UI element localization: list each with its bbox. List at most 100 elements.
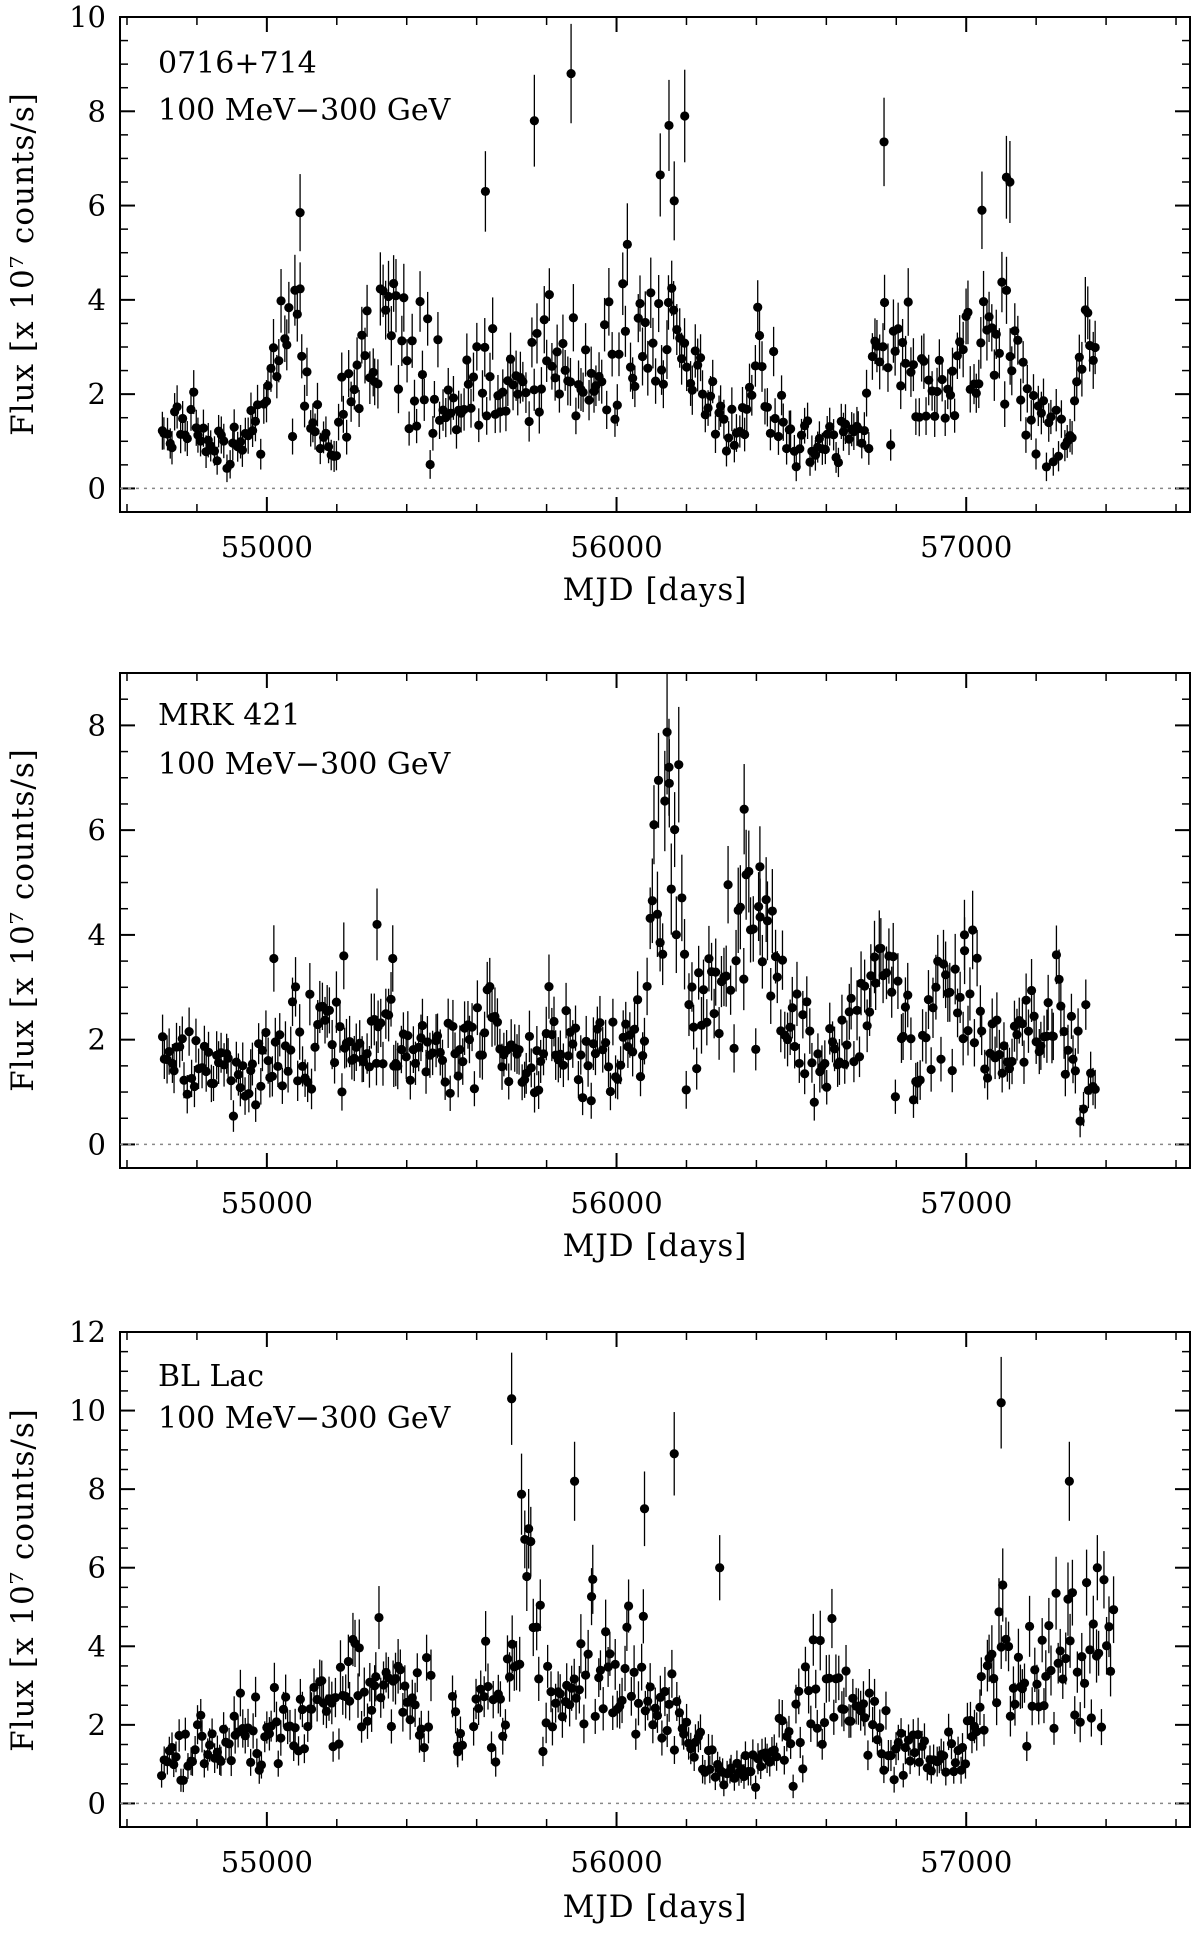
data-point: [901, 358, 911, 368]
data-point: [1007, 1056, 1017, 1067]
data-point: [508, 380, 518, 390]
x-tick-label: 55000: [221, 530, 313, 564]
data-point: [407, 336, 417, 346]
data-point: [1064, 1476, 1074, 1486]
data-point: [426, 1670, 436, 1680]
data-point: [724, 433, 734, 443]
data-point: [421, 1653, 432, 1663]
data-point: [555, 1689, 565, 1699]
data-point: [486, 1743, 497, 1753]
data-point: [785, 1022, 795, 1032]
data-point: [833, 457, 844, 468]
data-point: [1032, 1679, 1042, 1689]
data-point: [480, 186, 491, 197]
data-point: [786, 424, 796, 434]
data-point: [739, 804, 749, 814]
data-point: [529, 116, 539, 126]
data-point: [317, 1676, 327, 1686]
data-point: [1066, 1011, 1077, 1021]
x-tick-label: 55000: [221, 1186, 313, 1220]
data-point: [297, 1704, 307, 1715]
data-point: [969, 1038, 980, 1048]
y-tick-label: 6: [88, 189, 106, 223]
panel-mrk421: MRK 421 100 MeV−300 GeV MJD [days] Flux …: [5, 672, 1191, 1264]
data-point: [233, 1069, 243, 1080]
data-point: [576, 1639, 586, 1649]
data-point: [919, 356, 929, 366]
data-point: [647, 896, 657, 906]
data-point: [947, 1065, 957, 1076]
data-point: [504, 1076, 514, 1087]
data-point: [364, 1062, 375, 1072]
data-point: [356, 1722, 367, 1732]
data-point: [824, 1673, 834, 1683]
data-point: [658, 379, 668, 389]
data-point: [518, 377, 528, 387]
data-point: [681, 1717, 692, 1727]
data-point: [702, 1017, 712, 1027]
data-point: [815, 1635, 825, 1646]
data-point: [753, 901, 764, 912]
data-point: [539, 315, 549, 325]
data-point: [958, 1033, 968, 1044]
data-point: [452, 1741, 463, 1752]
data-point: [638, 1051, 648, 1061]
data-point: [360, 350, 370, 361]
data-point: [586, 1096, 596, 1106]
y-tick-label: 8: [88, 708, 106, 742]
data-point: [171, 1752, 181, 1762]
data-point: [393, 1061, 403, 1071]
data-point: [621, 1019, 631, 1029]
data-point: [498, 387, 508, 397]
data-point: [473, 1703, 484, 1714]
data-point: [578, 387, 588, 397]
data-point: [714, 1028, 724, 1039]
data-point: [938, 959, 949, 969]
data-point: [1072, 1667, 1082, 1677]
data-point: [269, 953, 279, 964]
data-point: [312, 400, 323, 410]
data-point: [448, 393, 459, 403]
data-point: [994, 1607, 1004, 1617]
data-point: [371, 1672, 381, 1682]
data-point: [182, 433, 192, 444]
data-point: [987, 1649, 997, 1659]
data-point: [393, 384, 404, 394]
data-point: [177, 1034, 187, 1044]
data-point: [1036, 1041, 1046, 1051]
data-point: [459, 404, 469, 415]
data-point: [859, 425, 869, 436]
data-point: [926, 1766, 936, 1776]
data-point: [604, 297, 614, 307]
panel-0716-714: 0716+714 100 MeV−300 GeV MJD [days] Flux…: [5, 0, 1191, 608]
data-point: [315, 443, 325, 454]
data-point: [590, 1711, 600, 1722]
data-point: [374, 1612, 384, 1623]
data-point: [474, 420, 484, 430]
data-point: [228, 1111, 239, 1121]
data-point: [623, 1601, 634, 1611]
data-point: [999, 1041, 1009, 1051]
data-point: [1063, 1594, 1073, 1604]
data-point: [906, 1034, 916, 1044]
data-point: [526, 1063, 536, 1073]
data-point: [936, 1054, 946, 1064]
x-tick-label: 57000: [920, 1845, 1012, 1879]
data-point: [790, 1041, 800, 1052]
data-point: [290, 1723, 300, 1733]
data-point: [266, 363, 276, 373]
data-point: [705, 391, 716, 401]
data-point: [640, 317, 650, 328]
data-point: [453, 1071, 463, 1081]
data-point: [869, 952, 880, 962]
data-point: [477, 388, 488, 398]
data-point: [192, 1720, 203, 1730]
data-point: [881, 1706, 891, 1716]
data-point: [726, 985, 736, 995]
data-point: [926, 1064, 936, 1075]
data-point: [297, 1061, 308, 1071]
data-point: [500, 1720, 511, 1730]
data-point: [773, 431, 784, 442]
data-point: [605, 1649, 615, 1659]
data-point: [1068, 1054, 1078, 1064]
